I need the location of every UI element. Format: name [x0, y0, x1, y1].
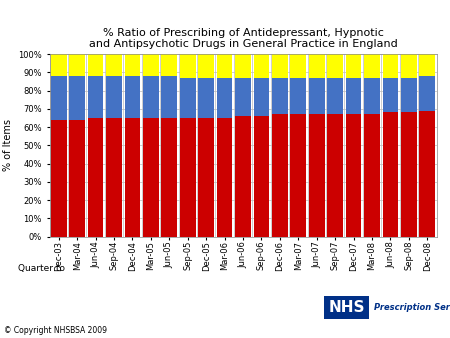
Bar: [254, 116, 269, 237]
Bar: [217, 54, 232, 78]
Text: NHS: NHS: [328, 300, 365, 315]
Bar: [254, 54, 269, 78]
Bar: [198, 118, 214, 237]
Bar: [69, 76, 85, 120]
Bar: [125, 54, 140, 76]
Bar: [419, 111, 435, 237]
Bar: [235, 116, 251, 237]
Bar: [254, 78, 269, 116]
Bar: [290, 114, 306, 237]
Bar: [272, 54, 288, 78]
Bar: [364, 114, 380, 237]
Bar: [106, 54, 122, 76]
Bar: [272, 78, 288, 114]
Bar: [143, 118, 159, 237]
Bar: [143, 76, 159, 118]
Bar: [401, 113, 417, 237]
Bar: [401, 78, 417, 113]
Bar: [309, 78, 324, 114]
Bar: [235, 78, 251, 116]
Bar: [346, 114, 361, 237]
Bar: [198, 78, 214, 118]
Text: Prescription Services: Prescription Services: [374, 303, 450, 312]
Bar: [162, 76, 177, 118]
Bar: [198, 54, 214, 78]
Bar: [419, 76, 435, 111]
Bar: [364, 78, 380, 114]
Bar: [235, 54, 251, 78]
Bar: [346, 78, 361, 114]
Text: Quarter to: Quarter to: [18, 264, 65, 273]
Bar: [180, 54, 196, 78]
Bar: [419, 54, 435, 76]
Text: © Copyright NHSBSA 2009: © Copyright NHSBSA 2009: [4, 325, 108, 335]
Bar: [88, 118, 104, 237]
Bar: [217, 118, 232, 237]
Bar: [382, 113, 398, 237]
Bar: [106, 76, 122, 118]
Bar: [125, 118, 140, 237]
Bar: [346, 54, 361, 78]
Bar: [382, 78, 398, 113]
Bar: [290, 78, 306, 114]
Y-axis label: % of Items: % of Items: [3, 119, 13, 171]
Bar: [309, 54, 324, 78]
Bar: [69, 120, 85, 237]
Bar: [51, 120, 67, 237]
Bar: [162, 54, 177, 76]
Bar: [51, 76, 67, 120]
Bar: [180, 78, 196, 118]
Bar: [88, 54, 104, 76]
Bar: [217, 78, 232, 118]
Bar: [162, 118, 177, 237]
Bar: [327, 54, 343, 78]
Bar: [327, 78, 343, 114]
Bar: [272, 114, 288, 237]
Bar: [309, 114, 324, 237]
Bar: [401, 54, 417, 78]
Title: % Ratio of Prescribing of Antidepressant, Hypnotic
and Antipsychotic Drugs in Ge: % Ratio of Prescribing of Antidepressant…: [89, 27, 397, 49]
Bar: [69, 54, 85, 76]
Bar: [51, 54, 67, 76]
Bar: [327, 114, 343, 237]
Bar: [364, 54, 380, 78]
Bar: [88, 76, 104, 118]
Bar: [290, 54, 306, 78]
Bar: [106, 118, 122, 237]
Bar: [180, 118, 196, 237]
Bar: [382, 54, 398, 78]
Bar: [125, 76, 140, 118]
Bar: [143, 54, 159, 76]
